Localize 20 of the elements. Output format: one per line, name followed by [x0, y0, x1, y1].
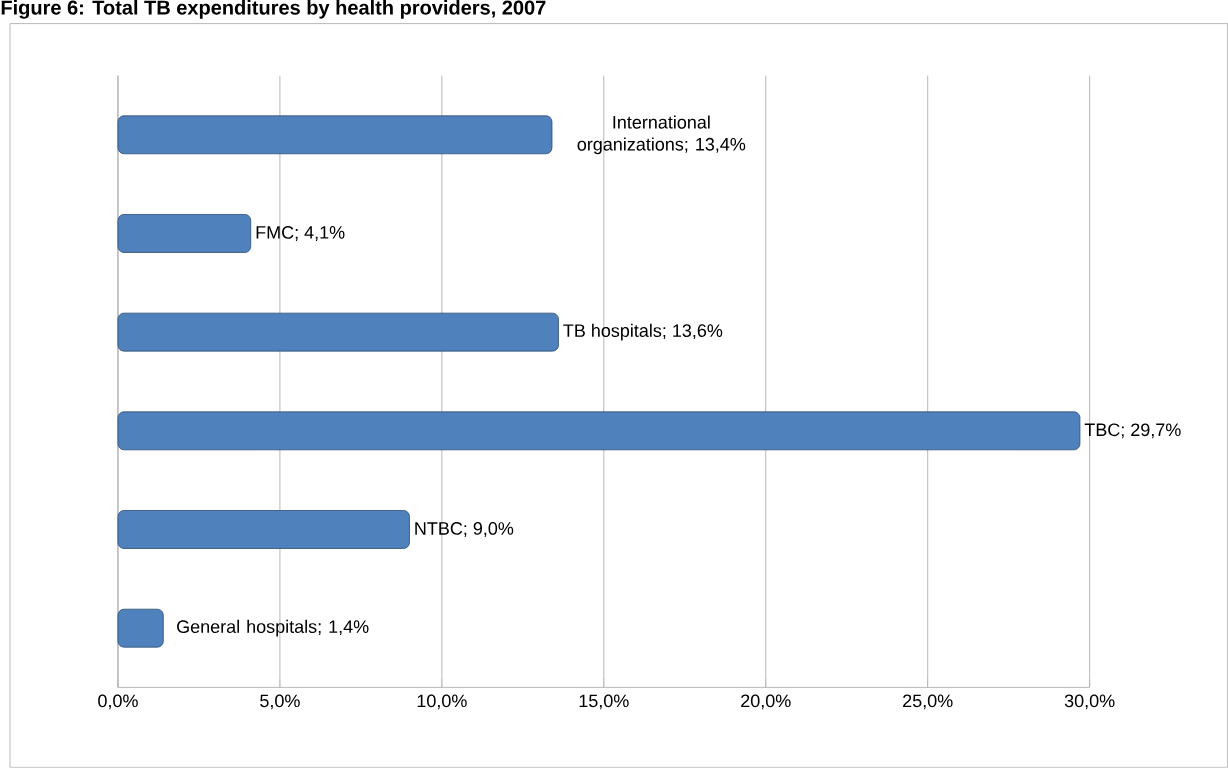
data-label: General hospitals; 1,4%: [177, 619, 369, 637]
data-label: TBC; 29,7%: [1084, 423, 1181, 439]
bar: [117, 214, 252, 253]
x-tick-label: 25,0%: [903, 694, 953, 710]
data-label: NTBC; 9,0%: [415, 522, 514, 538]
bar: [117, 411, 1081, 451]
bar: [117, 312, 559, 352]
x-tick-label: 5,0%: [260, 694, 300, 710]
data-label: FMC; 4,1%: [256, 226, 345, 242]
bar: [117, 510, 410, 550]
x-tick-label: 20,0%: [741, 694, 791, 710]
x-tick-label: 10,0%: [417, 694, 467, 710]
data-label: TB hospitals; 13,6%: [563, 323, 723, 341]
chart-title: Figure 6: Total TB expenditures by health providers, 2007: [1, 0, 546, 19]
bar: [117, 115, 553, 155]
bar: [117, 608, 164, 648]
data-label: International organizations; 13,4%: [577, 115, 746, 155]
x-tick-label: 30,0%: [1064, 694, 1115, 710]
x-tick-label: 0,0%: [98, 694, 138, 710]
x-tick-label: 15,0%: [579, 694, 629, 710]
